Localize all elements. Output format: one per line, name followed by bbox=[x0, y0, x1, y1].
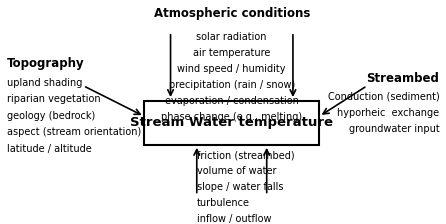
Text: groundwater input: groundwater input bbox=[349, 124, 439, 134]
Text: Stream Water temperature: Stream Water temperature bbox=[130, 116, 333, 129]
Text: solar radiation: solar radiation bbox=[197, 32, 267, 42]
Text: riparian vegetation: riparian vegetation bbox=[7, 95, 100, 104]
Text: air temperature: air temperature bbox=[193, 48, 270, 58]
Text: Conduction (sediment): Conduction (sediment) bbox=[328, 91, 439, 101]
Text: Streambed: Streambed bbox=[367, 73, 439, 86]
Text: evaporation / condensation: evaporation / condensation bbox=[165, 96, 299, 106]
Text: precipitation (rain / snow): precipitation (rain / snow) bbox=[169, 80, 295, 90]
Text: Atmospheric conditions: Atmospheric conditions bbox=[153, 7, 310, 20]
Text: geology (bedrock): geology (bedrock) bbox=[7, 111, 95, 121]
Text: phase change (e.g., melting): phase change (e.g., melting) bbox=[161, 112, 302, 122]
Text: upland shading: upland shading bbox=[7, 78, 82, 88]
Bar bbox=[145, 101, 319, 145]
Text: turbulence: turbulence bbox=[197, 198, 250, 208]
Text: inflow / outflow: inflow / outflow bbox=[197, 214, 271, 224]
Text: volume of water: volume of water bbox=[197, 166, 276, 176]
Text: wind speed / humidity: wind speed / humidity bbox=[178, 64, 286, 74]
Text: slope / water falls: slope / water falls bbox=[197, 182, 283, 192]
Text: hyporheic  exchange: hyporheic exchange bbox=[337, 108, 439, 118]
Text: Topography: Topography bbox=[7, 57, 84, 70]
Text: friction (streambed): friction (streambed) bbox=[197, 151, 294, 160]
Text: latitude / altitude: latitude / altitude bbox=[7, 144, 91, 154]
Text: aspect (stream orientation): aspect (stream orientation) bbox=[7, 127, 141, 137]
